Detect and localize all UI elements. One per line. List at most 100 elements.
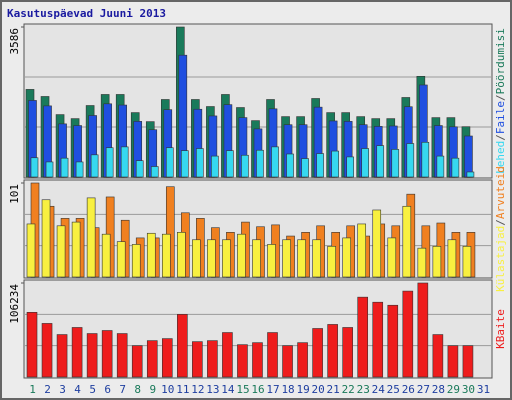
bar <box>406 143 415 178</box>
bar <box>256 149 264 178</box>
bar <box>105 147 114 178</box>
x-tick-label: 28 <box>432 383 445 396</box>
legend-entry: Lehed <box>494 141 507 174</box>
x-tick-label: 7 <box>119 383 126 396</box>
bar <box>252 239 261 278</box>
x-tick-label: 5 <box>89 383 96 396</box>
bar <box>391 149 400 178</box>
bar <box>135 160 144 178</box>
bar <box>116 241 126 278</box>
bar <box>56 225 66 278</box>
bar <box>342 327 353 378</box>
x-tick-label: 10 <box>161 383 174 396</box>
legend: KBaite <box>494 309 507 349</box>
bar <box>207 239 216 278</box>
x-tick-label: 20 <box>312 383 325 396</box>
bar <box>297 239 306 278</box>
bar <box>451 157 460 178</box>
x-tick-label: 17 <box>266 383 279 396</box>
x-tick-label: 23 <box>357 383 370 396</box>
legend-separator: / <box>494 134 507 141</box>
x-tick-label: 9 <box>149 383 156 396</box>
legend-separator: / <box>494 94 507 101</box>
bar <box>342 237 351 278</box>
x-tick-label: 15 <box>236 383 249 396</box>
x-tick-label: 19 <box>296 383 309 396</box>
x-tick-label: 4 <box>74 383 81 396</box>
bar <box>282 345 293 378</box>
x-tick-label: 29 <box>447 383 460 396</box>
legend-entry: Pöördumisi <box>494 28 507 94</box>
bar <box>237 344 248 378</box>
x-tick-label: 27 <box>417 383 430 396</box>
x-tick-label: 22 <box>342 383 355 396</box>
bar <box>417 247 427 278</box>
bar <box>286 153 294 178</box>
bar <box>327 324 338 378</box>
bar <box>387 304 399 378</box>
bar <box>131 345 143 378</box>
legend-separator: / <box>494 219 507 226</box>
bar <box>432 245 442 278</box>
bar <box>372 209 382 278</box>
bar <box>267 332 278 378</box>
bar <box>177 314 188 378</box>
x-tick-label: 1 <box>29 383 36 396</box>
bar <box>26 312 38 378</box>
legend-entry: Külastajad <box>494 226 507 292</box>
bar <box>267 244 276 278</box>
bar <box>312 239 321 278</box>
bar <box>252 342 263 378</box>
bar <box>196 148 204 178</box>
x-tick-label: 21 <box>327 383 340 396</box>
legend-entry: Arvuteid <box>494 166 507 219</box>
bar <box>177 232 186 278</box>
bar <box>192 341 203 378</box>
x-tick-label: 11 <box>176 383 189 396</box>
bar <box>237 233 246 278</box>
bar <box>101 233 111 278</box>
bar <box>387 237 397 278</box>
bar <box>150 166 159 178</box>
bar <box>462 245 472 278</box>
bar <box>361 148 370 178</box>
x-tick-label: 3 <box>59 383 66 396</box>
bar <box>222 239 231 278</box>
chart-title: Kasutuspäevad Juuni 2013 <box>7 7 166 20</box>
bar <box>447 345 459 378</box>
x-tick-label: 16 <box>251 383 264 396</box>
bar <box>146 340 158 378</box>
x-tick-label: 31 <box>477 383 490 396</box>
x-tick-label: 18 <box>281 383 294 396</box>
bar <box>372 301 384 378</box>
bar <box>462 345 474 378</box>
bar <box>316 153 324 178</box>
legend-entry: Faile <box>494 101 507 134</box>
bar <box>271 146 279 178</box>
x-tick-label: 6 <box>104 383 111 396</box>
y-tick-label: 3586 <box>8 28 21 55</box>
bar <box>297 342 308 378</box>
bar <box>207 340 218 378</box>
bar <box>181 150 189 178</box>
bar <box>327 245 336 278</box>
bar <box>101 330 113 378</box>
bar <box>71 327 83 378</box>
bar <box>417 282 429 378</box>
x-tick-label: 13 <box>206 383 219 396</box>
bar <box>464 135 473 178</box>
bar <box>211 155 219 178</box>
bar <box>86 333 98 378</box>
bar <box>376 145 385 178</box>
bar <box>26 223 36 278</box>
bar <box>116 333 128 378</box>
bar <box>402 205 412 278</box>
x-tick-label: 2 <box>44 383 51 396</box>
x-tick-label: 24 <box>372 383 386 396</box>
bar <box>86 197 96 278</box>
legend: Lehed/Faile/Pöördumisi <box>494 28 507 174</box>
bar <box>192 239 201 278</box>
legend-entry: KBaite <box>494 309 507 349</box>
x-tick-label: 25 <box>387 383 400 396</box>
bar <box>45 161 54 178</box>
